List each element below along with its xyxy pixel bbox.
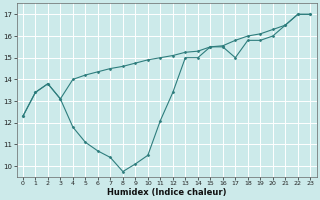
X-axis label: Humidex (Indice chaleur): Humidex (Indice chaleur) (107, 188, 226, 197)
